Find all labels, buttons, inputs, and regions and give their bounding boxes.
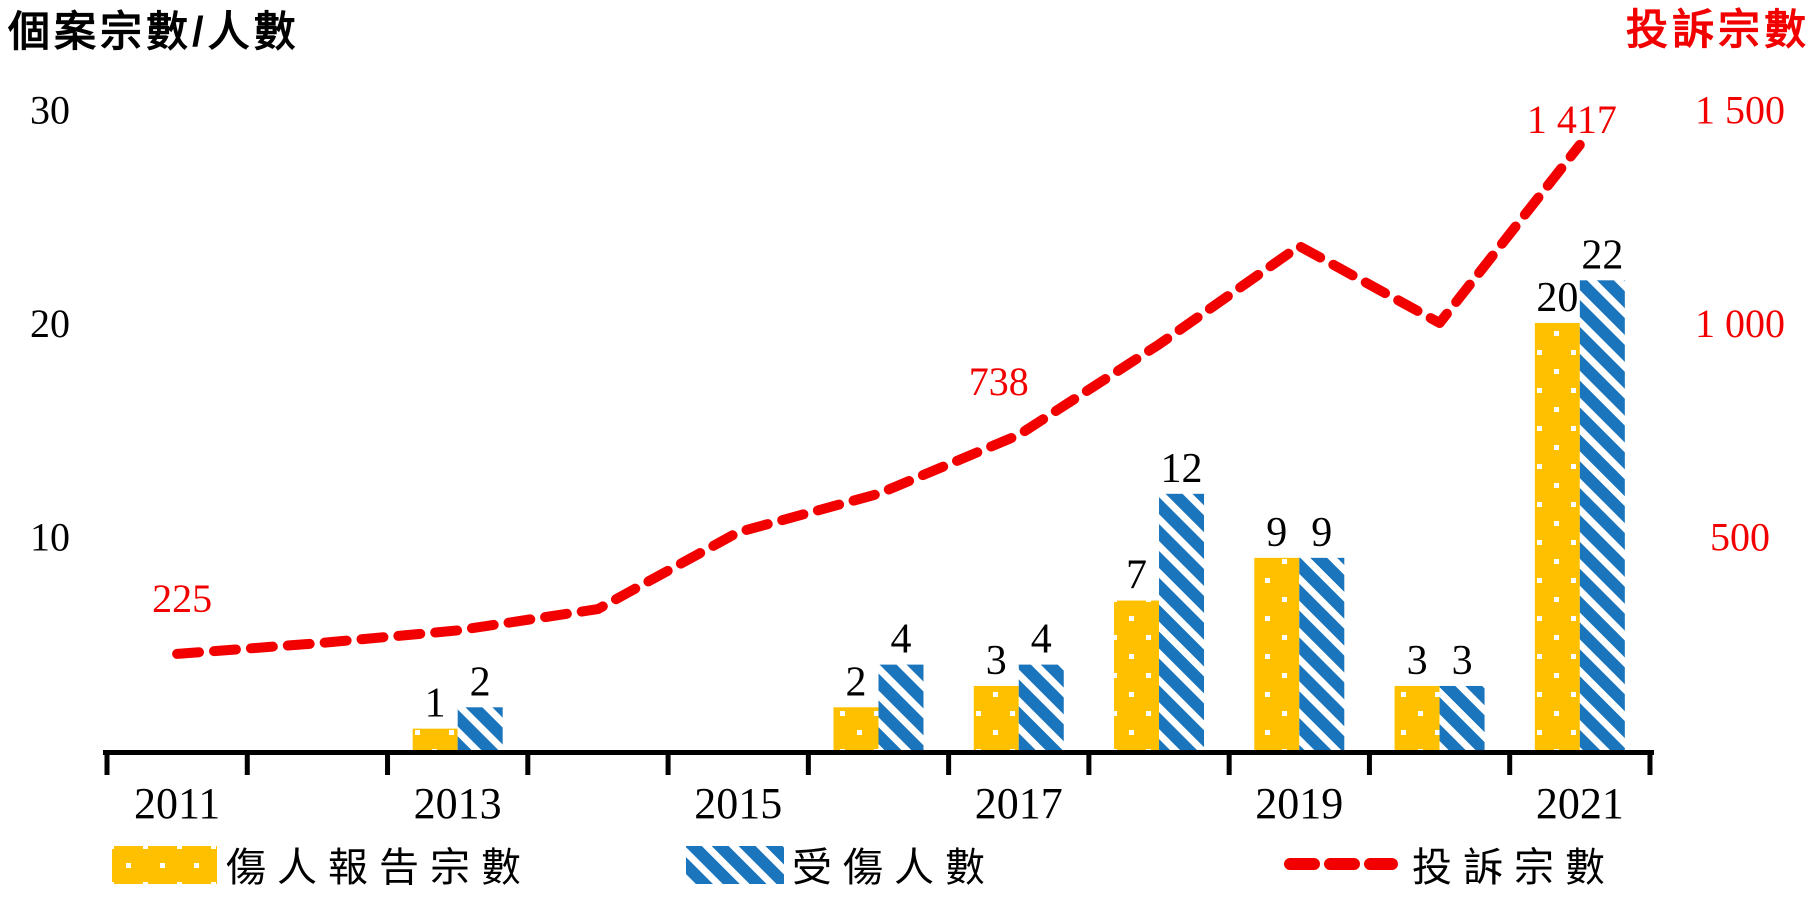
- left-axis-tick-label: 30: [30, 88, 70, 133]
- x-axis-tick: [1226, 750, 1232, 775]
- bar-injury-reports: [833, 707, 879, 750]
- x-axis-tick: [525, 750, 531, 775]
- bar-value-label: 3: [1407, 638, 1428, 684]
- line-value-annotation: 738: [969, 359, 1029, 404]
- line-value-annotation: 1 417: [1527, 97, 1617, 142]
- bar-injured-persons: [1018, 664, 1064, 750]
- bar-injured-persons: [878, 664, 924, 750]
- legend-label-injury-reports: 傷人報告宗數: [226, 846, 532, 890]
- bar-value-label: 2: [845, 659, 866, 705]
- bar-injury-reports: [973, 685, 1019, 750]
- bar-value-label: 2: [470, 659, 491, 705]
- bar-value-label: 1: [425, 681, 446, 727]
- x-axis-tick: [1647, 750, 1653, 775]
- bar-value-label: 22: [1581, 232, 1623, 278]
- x-axis-year-label: 2019: [1255, 779, 1343, 828]
- bar-value-label: 4: [1031, 617, 1052, 663]
- left-axis-tick-label: 10: [30, 515, 70, 560]
- x-axis-line: [103, 750, 1654, 755]
- bar-injury-reports: [1114, 600, 1160, 750]
- bar-injured-persons: [1439, 685, 1485, 750]
- bar-value-label: 4: [890, 617, 911, 663]
- x-axis-tick: [385, 750, 391, 775]
- bar-value-label: 9: [1311, 510, 1332, 556]
- bar-injured-persons: [1299, 557, 1345, 750]
- complaints-dashed-line: [172, 139, 1585, 659]
- bar-injury-reports: [1534, 323, 1580, 750]
- x-axis-year-label: 2021: [1536, 779, 1624, 828]
- bar-value-label: 9: [1266, 510, 1287, 556]
- x-axis-tick: [946, 750, 952, 775]
- bar-value-label: 12: [1161, 446, 1203, 492]
- x-axis-year-label: 2017: [975, 779, 1063, 828]
- bar-value-label: 3: [1452, 638, 1473, 684]
- bar-injured-persons: [457, 707, 503, 750]
- left-axis-tick-label: 20: [30, 301, 70, 346]
- x-axis-tick: [805, 750, 811, 775]
- legend-label-complaints: 投訴宗數: [1412, 846, 1616, 890]
- x-axis-year-label: 2011: [134, 779, 220, 828]
- right-axis-title: 投訴宗數: [1626, 6, 1810, 53]
- x-axis-tick: [665, 750, 671, 775]
- right-axis-tick-label: 1 000: [1695, 301, 1785, 346]
- bar-injury-reports: [1254, 557, 1300, 750]
- x-axis-tick: [1507, 750, 1513, 775]
- bar-injured-persons: [1159, 493, 1205, 750]
- bar-injury-reports: [412, 728, 458, 750]
- x-axis-year-label: 2013: [414, 779, 502, 828]
- left-axis-title: 個案宗數/人數: [7, 8, 300, 55]
- legend-label-injured-persons: 受傷人數: [792, 846, 996, 890]
- bar-value-label: 3: [986, 638, 1007, 684]
- bar-injured-persons: [1579, 280, 1625, 750]
- line-value-annotation: 225: [152, 576, 212, 621]
- right-axis-tick-label: 1 500: [1695, 88, 1785, 133]
- legend-swatch-injured-persons: [686, 846, 784, 884]
- bar-value-label: 20: [1536, 275, 1578, 321]
- bar-injury-reports: [1394, 685, 1440, 750]
- x-axis-tick: [244, 750, 250, 775]
- legend: 傷人報告宗數 受傷人數 投訴宗數: [112, 846, 1616, 890]
- bar-value-label: 7: [1126, 553, 1147, 599]
- legend-swatch-injury-reports: [112, 846, 217, 884]
- x-axis-tick: [104, 750, 110, 775]
- right-axis-tick-label: 500: [1710, 515, 1770, 560]
- x-axis-tick: [1086, 750, 1092, 775]
- x-axis-tick: [1366, 750, 1372, 775]
- x-axis-year-label: 2015: [694, 779, 782, 828]
